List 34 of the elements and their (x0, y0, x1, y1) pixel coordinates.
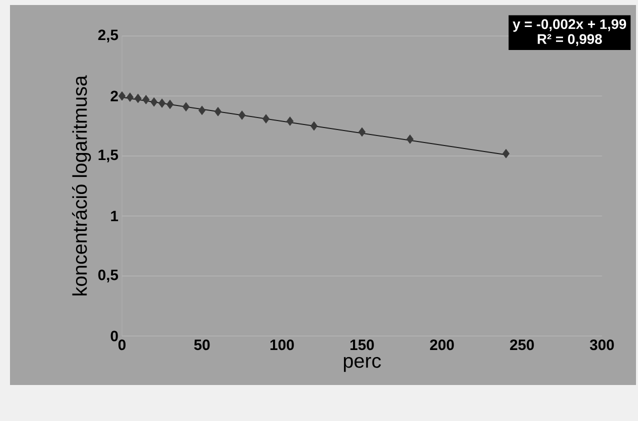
x-tick-label: 250 (510, 340, 534, 350)
y-axis-title: koncentráció logaritmusa (72, 75, 91, 296)
point (286, 116, 294, 126)
point (238, 110, 246, 120)
point (310, 121, 318, 131)
point (126, 92, 134, 102)
x-tick-label: 200 (430, 340, 454, 350)
y-tick-label: 0,5 (98, 270, 118, 282)
y-tick-label: 1 (111, 210, 118, 222)
text: y = -0,002x + 1,99 (512, 19, 626, 32)
annotation: R² = 0,998 (538, 34, 602, 46)
point (262, 114, 270, 124)
point (118, 91, 126, 101)
point (358, 127, 366, 137)
x-axis-title: perc (344, 356, 381, 372)
x-tick-label: 300 (590, 340, 614, 350)
point (150, 97, 158, 107)
point (134, 94, 142, 104)
x-tick-label: 50 (194, 340, 210, 350)
point (182, 102, 190, 112)
point (166, 100, 174, 110)
y-tick-label: 0 (110, 330, 118, 342)
y-tick-label: 1,5 (98, 150, 118, 162)
y-tick-label: 2,5 (98, 30, 118, 42)
point (158, 98, 166, 108)
x-tick-label: 100 (270, 340, 294, 350)
point (406, 134, 414, 144)
x-tick-label: 0 (118, 340, 126, 350)
x-tick-label: 150 (350, 340, 374, 350)
point (214, 106, 222, 116)
point (142, 94, 150, 104)
point (198, 106, 206, 116)
point (502, 148, 510, 158)
y-tick-label: 2 (110, 90, 118, 102)
